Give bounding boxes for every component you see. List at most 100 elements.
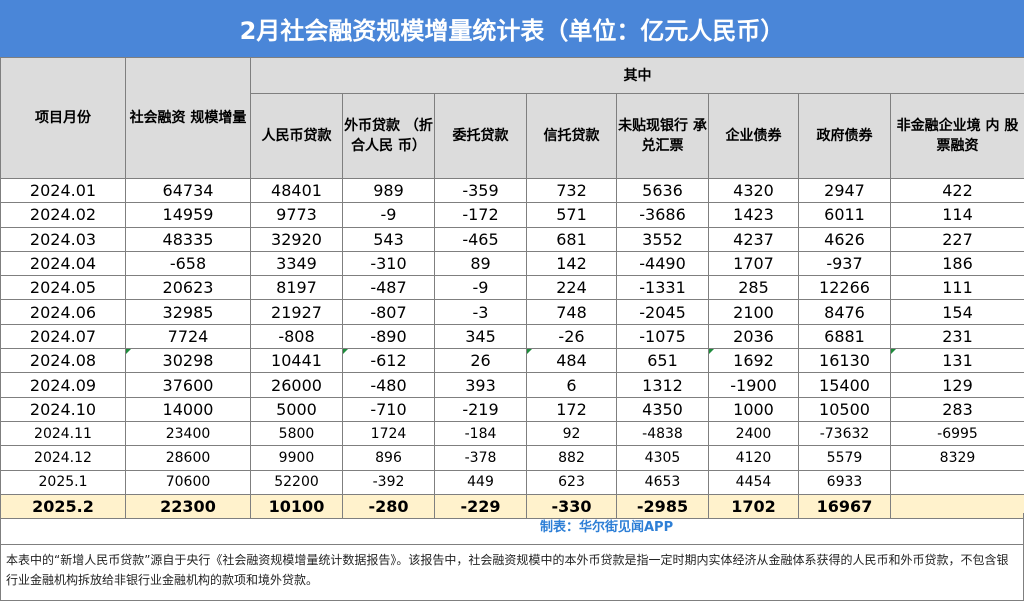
value-cell: 10100 (250, 493, 343, 520)
table-row: 2024.03 48335 32920 543 -465 681 3552 4237 4626 2… (0, 226, 1024, 252)
month-cell: 2024.01 (0, 177, 126, 204)
value-cell: 2947 (798, 177, 891, 204)
value-cell: 111 (890, 275, 1024, 301)
value-cell: 4350 (616, 396, 709, 422)
value-cell: 30298 (125, 348, 251, 374)
value-cell: 283 (890, 396, 1024, 422)
table-row: 2025.2 22300 10100 -280 -229 -330 -2985 1702 169… (0, 493, 1024, 520)
value-cell: -4490 (616, 250, 709, 277)
value-cell: 172 (526, 396, 617, 422)
table-row: 2024.07 7724 -808 -890 345 -26 -1075 2036 6881 23… (0, 323, 1024, 350)
month-cell: 2024.07 (0, 323, 126, 350)
value-cell (890, 493, 1024, 520)
value-cell: 393 (434, 372, 527, 398)
value-cell: 227 (890, 226, 1024, 252)
value-cell: -359 (434, 177, 527, 204)
table-row: 2024.05 20623 8197 -487 -9 224 -1331 285 12266 11… (0, 275, 1024, 301)
value-cell: 129 (890, 372, 1024, 398)
footnote-divider (0, 544, 1024, 545)
value-cell: 64734 (125, 177, 251, 204)
header-undiscounted-bills: 未贴现银行 承兑汇票 (616, 93, 709, 179)
value-cell: -2985 (616, 493, 709, 520)
value-cell: 1423 (708, 202, 799, 228)
value-cell: -330 (526, 493, 617, 520)
page-title: 2月社会融资规模增量统计表（单位：亿元人民币） (0, 0, 1024, 58)
value-cell: 2100 (708, 299, 799, 325)
value-cell: 7724 (125, 323, 251, 350)
value-cell: 285 (708, 275, 799, 301)
header-fx-loans: 外币贷款 （折合人民 币） (342, 93, 435, 179)
value-cell: 6011 (798, 202, 891, 228)
value-cell: 1724 (342, 420, 435, 447)
month-cell: 2025.2 (0, 493, 126, 520)
value-cell: 23400 (125, 420, 251, 447)
value-cell: 8197 (250, 275, 343, 301)
value-cell: 4120 (708, 445, 799, 471)
value-cell: -487 (342, 275, 435, 301)
month-cell: 2024.10 (0, 396, 126, 422)
value-cell: 681 (526, 226, 617, 252)
value-cell: 9773 (250, 202, 343, 228)
value-cell: -937 (798, 250, 891, 277)
value-cell: 26 (434, 348, 527, 374)
value-cell: 4320 (708, 177, 799, 204)
value-cell: 5636 (616, 177, 709, 204)
table-row: 2024.09 37600 26000 -480 393 6 1312 -1900 15400 1… (0, 372, 1024, 398)
value-cell: -4838 (616, 420, 709, 447)
value-cell: 32985 (125, 299, 251, 325)
value-cell: 15400 (798, 372, 891, 398)
value-cell: 1692 (708, 348, 799, 374)
value-cell: 449 (434, 469, 527, 495)
month-cell: 2024.02 (0, 202, 126, 228)
value-cell: -310 (342, 250, 435, 277)
financing-table: 项目月份 社会融资 规模增量 其中 人民币贷款 外币贷款 （折合人民 币） 委托贷款… (0, 57, 1024, 520)
footnote: 本表中的“新增人民币贷款”源自于央行《社会融资规模增量统计数据报告》。该报告中，… (6, 553, 1009, 587)
value-cell: 14959 (125, 202, 251, 228)
month-cell: 2024.05 (0, 275, 126, 301)
value-cell: -465 (434, 226, 527, 252)
value-cell: 131 (890, 348, 1024, 374)
table-row: 2024.12 28600 9900 896 -378 882 4305 4120 5579 83… (0, 445, 1024, 471)
value-cell: 154 (890, 299, 1024, 325)
value-cell (890, 469, 1024, 495)
value-cell: 8476 (798, 299, 891, 325)
value-cell: 2400 (708, 420, 799, 447)
value-cell: -658 (125, 250, 251, 277)
header-total: 社会融资 规模增量 (125, 57, 251, 179)
value-cell: 4454 (708, 469, 799, 495)
frame-left (0, 513, 1, 601)
header-equity-financing: 非金融企业境 内 股票融资 (890, 93, 1024, 179)
table-row: 2024.04 -658 3349 -310 89 142 -4490 1707 -937 186 (0, 250, 1024, 277)
value-cell: 6 (526, 372, 617, 398)
value-cell: 20623 (125, 275, 251, 301)
value-cell: 16967 (798, 493, 891, 520)
value-cell: 21927 (250, 299, 343, 325)
value-cell: -9 (434, 275, 527, 301)
value-cell: 10441 (250, 348, 343, 374)
value-cell: -172 (434, 202, 527, 228)
value-cell: -229 (434, 493, 527, 520)
value-cell: -73632 (798, 420, 891, 447)
value-cell: -392 (342, 469, 435, 495)
value-cell: -26 (526, 323, 617, 350)
value-cell: -710 (342, 396, 435, 422)
value-cell: 732 (526, 177, 617, 204)
value-cell: 142 (526, 250, 617, 277)
value-cell: 1707 (708, 250, 799, 277)
value-cell: 623 (526, 469, 617, 495)
value-cell: 4237 (708, 226, 799, 252)
value-cell: 10500 (798, 396, 891, 422)
value-cell: -808 (250, 323, 343, 350)
value-cell: 8329 (890, 445, 1024, 471)
value-cell: 9900 (250, 445, 343, 471)
value-cell: 70600 (125, 469, 251, 495)
value-cell: 26000 (250, 372, 343, 398)
value-cell: -3 (434, 299, 527, 325)
value-cell: -9 (342, 202, 435, 228)
header-group: 其中 (250, 57, 1024, 94)
value-cell: 14000 (125, 396, 251, 422)
table-row: 2024.08 30298 10441 -612 26 484 651 1692 16130 13… (0, 348, 1024, 374)
value-cell: 5579 (798, 445, 891, 471)
value-cell: 2036 (708, 323, 799, 350)
value-cell: 6881 (798, 323, 891, 350)
